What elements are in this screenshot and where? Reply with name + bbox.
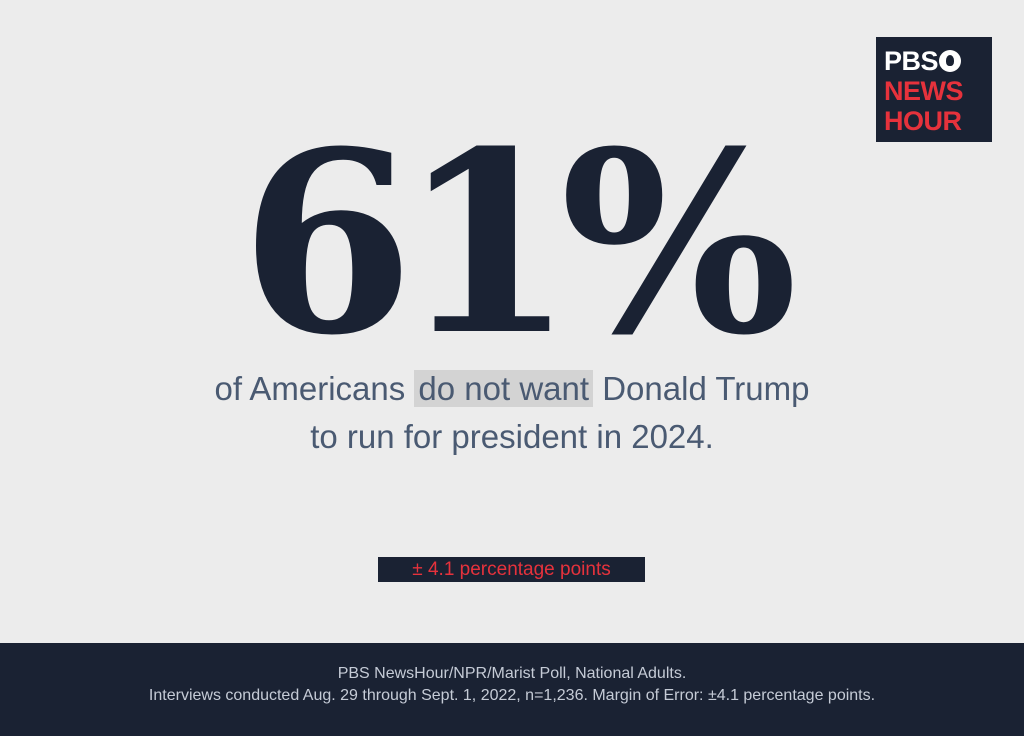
margin-of-error-badge: ± 4.1 percentage points <box>378 557 645 582</box>
source-footer: PBS NewsHour/NPR/Marist Poll, National A… <box>0 643 1024 736</box>
statement-after: Donald Trump <box>602 370 810 407</box>
statement-line-2: to run for president in 2024. <box>310 418 714 455</box>
pbs-newshour-logo: PBS NEWS HOUR <box>876 37 992 142</box>
logo-line-hour: HOUR <box>884 106 962 136</box>
pbs-head-icon <box>939 50 962 72</box>
headline-percentage: 61% <box>240 96 797 390</box>
logo-pbs-text: PBS <box>884 46 939 76</box>
statement-highlight: do not want <box>414 370 594 407</box>
statement-before: of Americans <box>214 370 406 407</box>
logo-line-pbs: PBS <box>884 46 992 76</box>
footer-source: PBS NewsHour/NPR/Marist Poll, National A… <box>337 665 687 682</box>
logo-line-news: NEWS <box>884 76 964 106</box>
footer-methodology: Interviews conducted Aug. 29 through Sep… <box>148 687 876 704</box>
statement-line-1: of Americans do not want Donald Trump <box>0 367 1024 411</box>
